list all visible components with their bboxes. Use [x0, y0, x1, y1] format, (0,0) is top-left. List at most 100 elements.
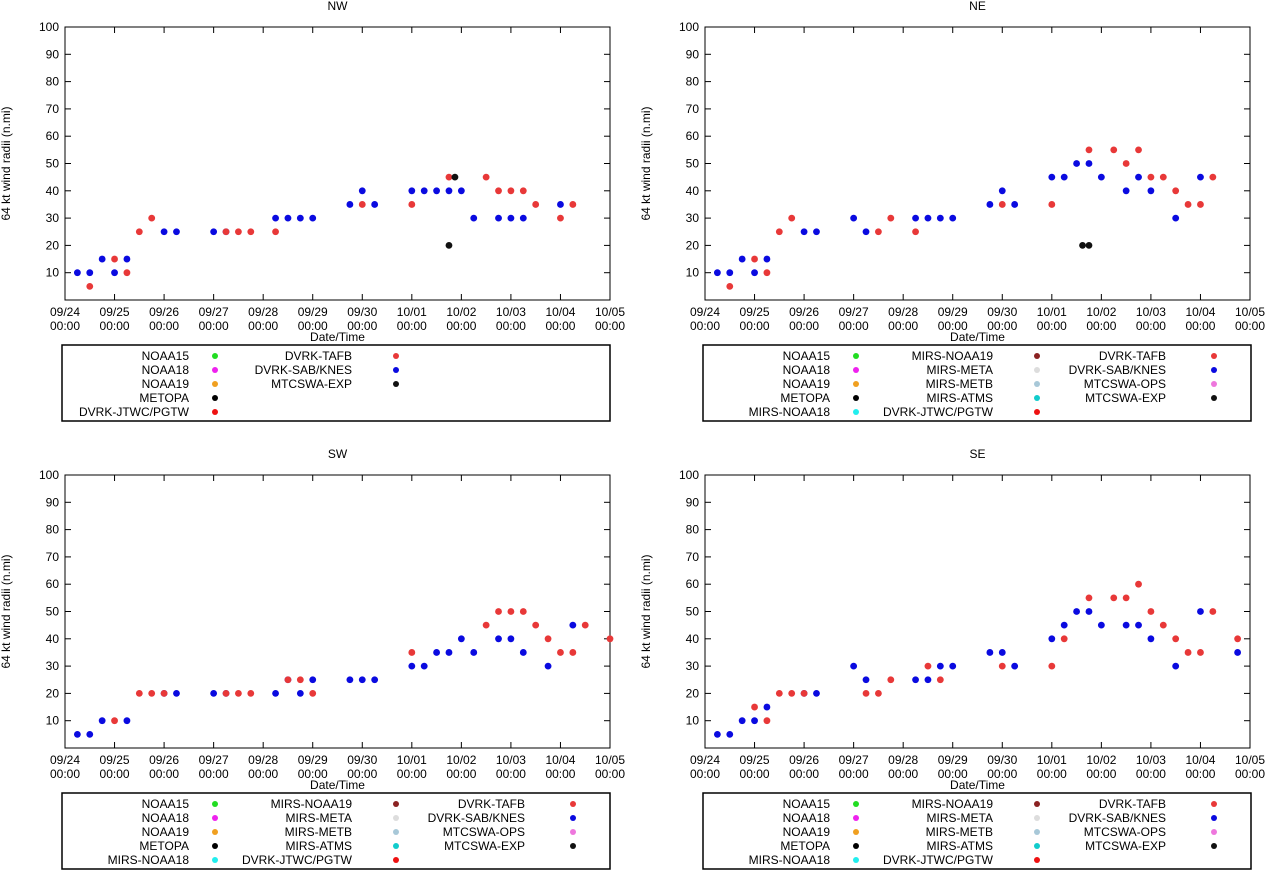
- legend-marker: [212, 801, 218, 807]
- series-dvrk-sab-knes: [73, 187, 564, 277]
- data-point: [875, 228, 882, 236]
- data-point: [160, 228, 168, 236]
- data-point: [296, 214, 304, 222]
- legend-label: DVRK-JTWC/PGTW: [242, 853, 353, 867]
- data-point: [850, 662, 858, 670]
- legend-marker: [393, 367, 399, 373]
- data-point: [420, 662, 428, 670]
- data-point: [1209, 608, 1217, 615]
- data-point: [519, 214, 527, 222]
- x-tick-time: 00:00: [446, 319, 476, 333]
- plot-frame: [64, 26, 611, 301]
- legend-label: MTCSWA-OPS: [1084, 377, 1166, 391]
- data-point: [581, 621, 589, 629]
- legend-label: METOPA: [780, 391, 830, 405]
- legend-marker: [1211, 381, 1217, 387]
- data-point: [887, 214, 895, 222]
- data-point: [148, 214, 156, 222]
- legend-marker: [393, 801, 399, 807]
- data-point: [1085, 146, 1093, 154]
- x-tick-date: 09/28: [888, 753, 918, 767]
- legend-label: MIRS-META: [927, 811, 993, 825]
- x-tick-time: 00:00: [888, 319, 918, 333]
- data-point: [986, 201, 994, 208]
- legend-entry: MTCSWA-EXP: [444, 839, 576, 853]
- data-point: [408, 649, 416, 656]
- data-point: [738, 717, 746, 725]
- data-point: [1097, 621, 1105, 629]
- legend-label: MIRS-META: [927, 363, 993, 377]
- data-point: [433, 187, 440, 195]
- legend-marker: [212, 353, 218, 359]
- data-point: [222, 228, 230, 236]
- legend-label: DVRK-SAB/KNES: [1069, 363, 1166, 377]
- legend-entry: DVRK-JTWC/PGTW: [79, 405, 218, 419]
- data-point: [371, 676, 379, 684]
- x-tick-date: 09/26: [149, 305, 179, 319]
- data-point: [813, 690, 820, 697]
- legend-marker: [212, 409, 218, 415]
- x-tick-date: 10/02: [446, 305, 476, 319]
- x-tick-time: 00:00: [397, 319, 427, 333]
- legend-marker: [853, 395, 859, 401]
- data-point: [482, 621, 490, 629]
- data-point: [606, 635, 614, 643]
- legend-marker: [853, 367, 859, 373]
- x-tick-date: 09/29: [938, 753, 968, 767]
- data-point: [1060, 621, 1068, 629]
- x-tick-date: 10/02: [1086, 753, 1116, 767]
- data-point: [788, 690, 796, 697]
- x-tick-date: 10/03: [1136, 753, 1166, 767]
- data-point: [557, 201, 564, 208]
- data-point: [507, 187, 515, 195]
- data-point: [1172, 635, 1180, 643]
- data-point: [1197, 649, 1204, 656]
- legend-box: [702, 344, 1252, 422]
- x-tick-time: 00:00: [199, 767, 229, 781]
- x-tick-time: 00:00: [298, 767, 328, 781]
- data-point: [495, 187, 502, 195]
- legend-label: METOPA: [139, 391, 189, 405]
- y-tick-label: 50: [686, 157, 700, 171]
- data-point: [73, 269, 81, 277]
- data-point: [1122, 187, 1130, 195]
- x-tick-date: 10/04: [1185, 305, 1215, 319]
- legend-label: MIRS-NOAA19: [912, 349, 994, 363]
- y-tick-label: 70: [686, 550, 700, 564]
- x-tick-time: 00:00: [347, 319, 377, 333]
- legend-entry: METOPA: [780, 391, 859, 405]
- x-tick-time: 00:00: [545, 319, 575, 333]
- legend-marker: [1034, 409, 1040, 415]
- legend-entry: METOPA: [139, 839, 218, 853]
- x-tick-date: 10/03: [496, 753, 526, 767]
- legend-entry: MIRS-NOAA19: [271, 797, 399, 811]
- data-point: [713, 269, 721, 277]
- legend-entry: DVRK-JTWC/PGTW: [242, 853, 399, 867]
- data-point: [998, 201, 1006, 208]
- x-tick-time: 00:00: [789, 319, 819, 333]
- x-tick-time: 00:00: [496, 767, 526, 781]
- chart-title: SE: [969, 447, 985, 461]
- data-point: [569, 649, 577, 656]
- x-tick-date: 10/05: [1235, 305, 1265, 319]
- legend-label: MTCSWA-EXP: [271, 377, 352, 391]
- y-tick-label: 70: [46, 102, 60, 116]
- x-axis-label: Date/Time: [950, 330, 1005, 344]
- x-tick-date: 10/05: [595, 305, 625, 319]
- legend-entry: METOPA: [780, 839, 859, 853]
- x-axis-label: Date/Time: [950, 778, 1005, 792]
- x-tick-time: 00:00: [740, 319, 770, 333]
- data-point: [1097, 173, 1105, 181]
- chart-title: NW: [328, 0, 349, 13]
- x-tick-time: 00:00: [690, 319, 720, 333]
- x-tick-date: 10/03: [496, 305, 526, 319]
- data-point: [296, 676, 304, 684]
- data-point: [86, 282, 94, 290]
- x-tick-time: 00:00: [496, 319, 526, 333]
- data-point: [247, 228, 255, 236]
- data-point: [160, 690, 168, 697]
- data-point: [751, 255, 758, 263]
- legend-marker: [212, 815, 218, 821]
